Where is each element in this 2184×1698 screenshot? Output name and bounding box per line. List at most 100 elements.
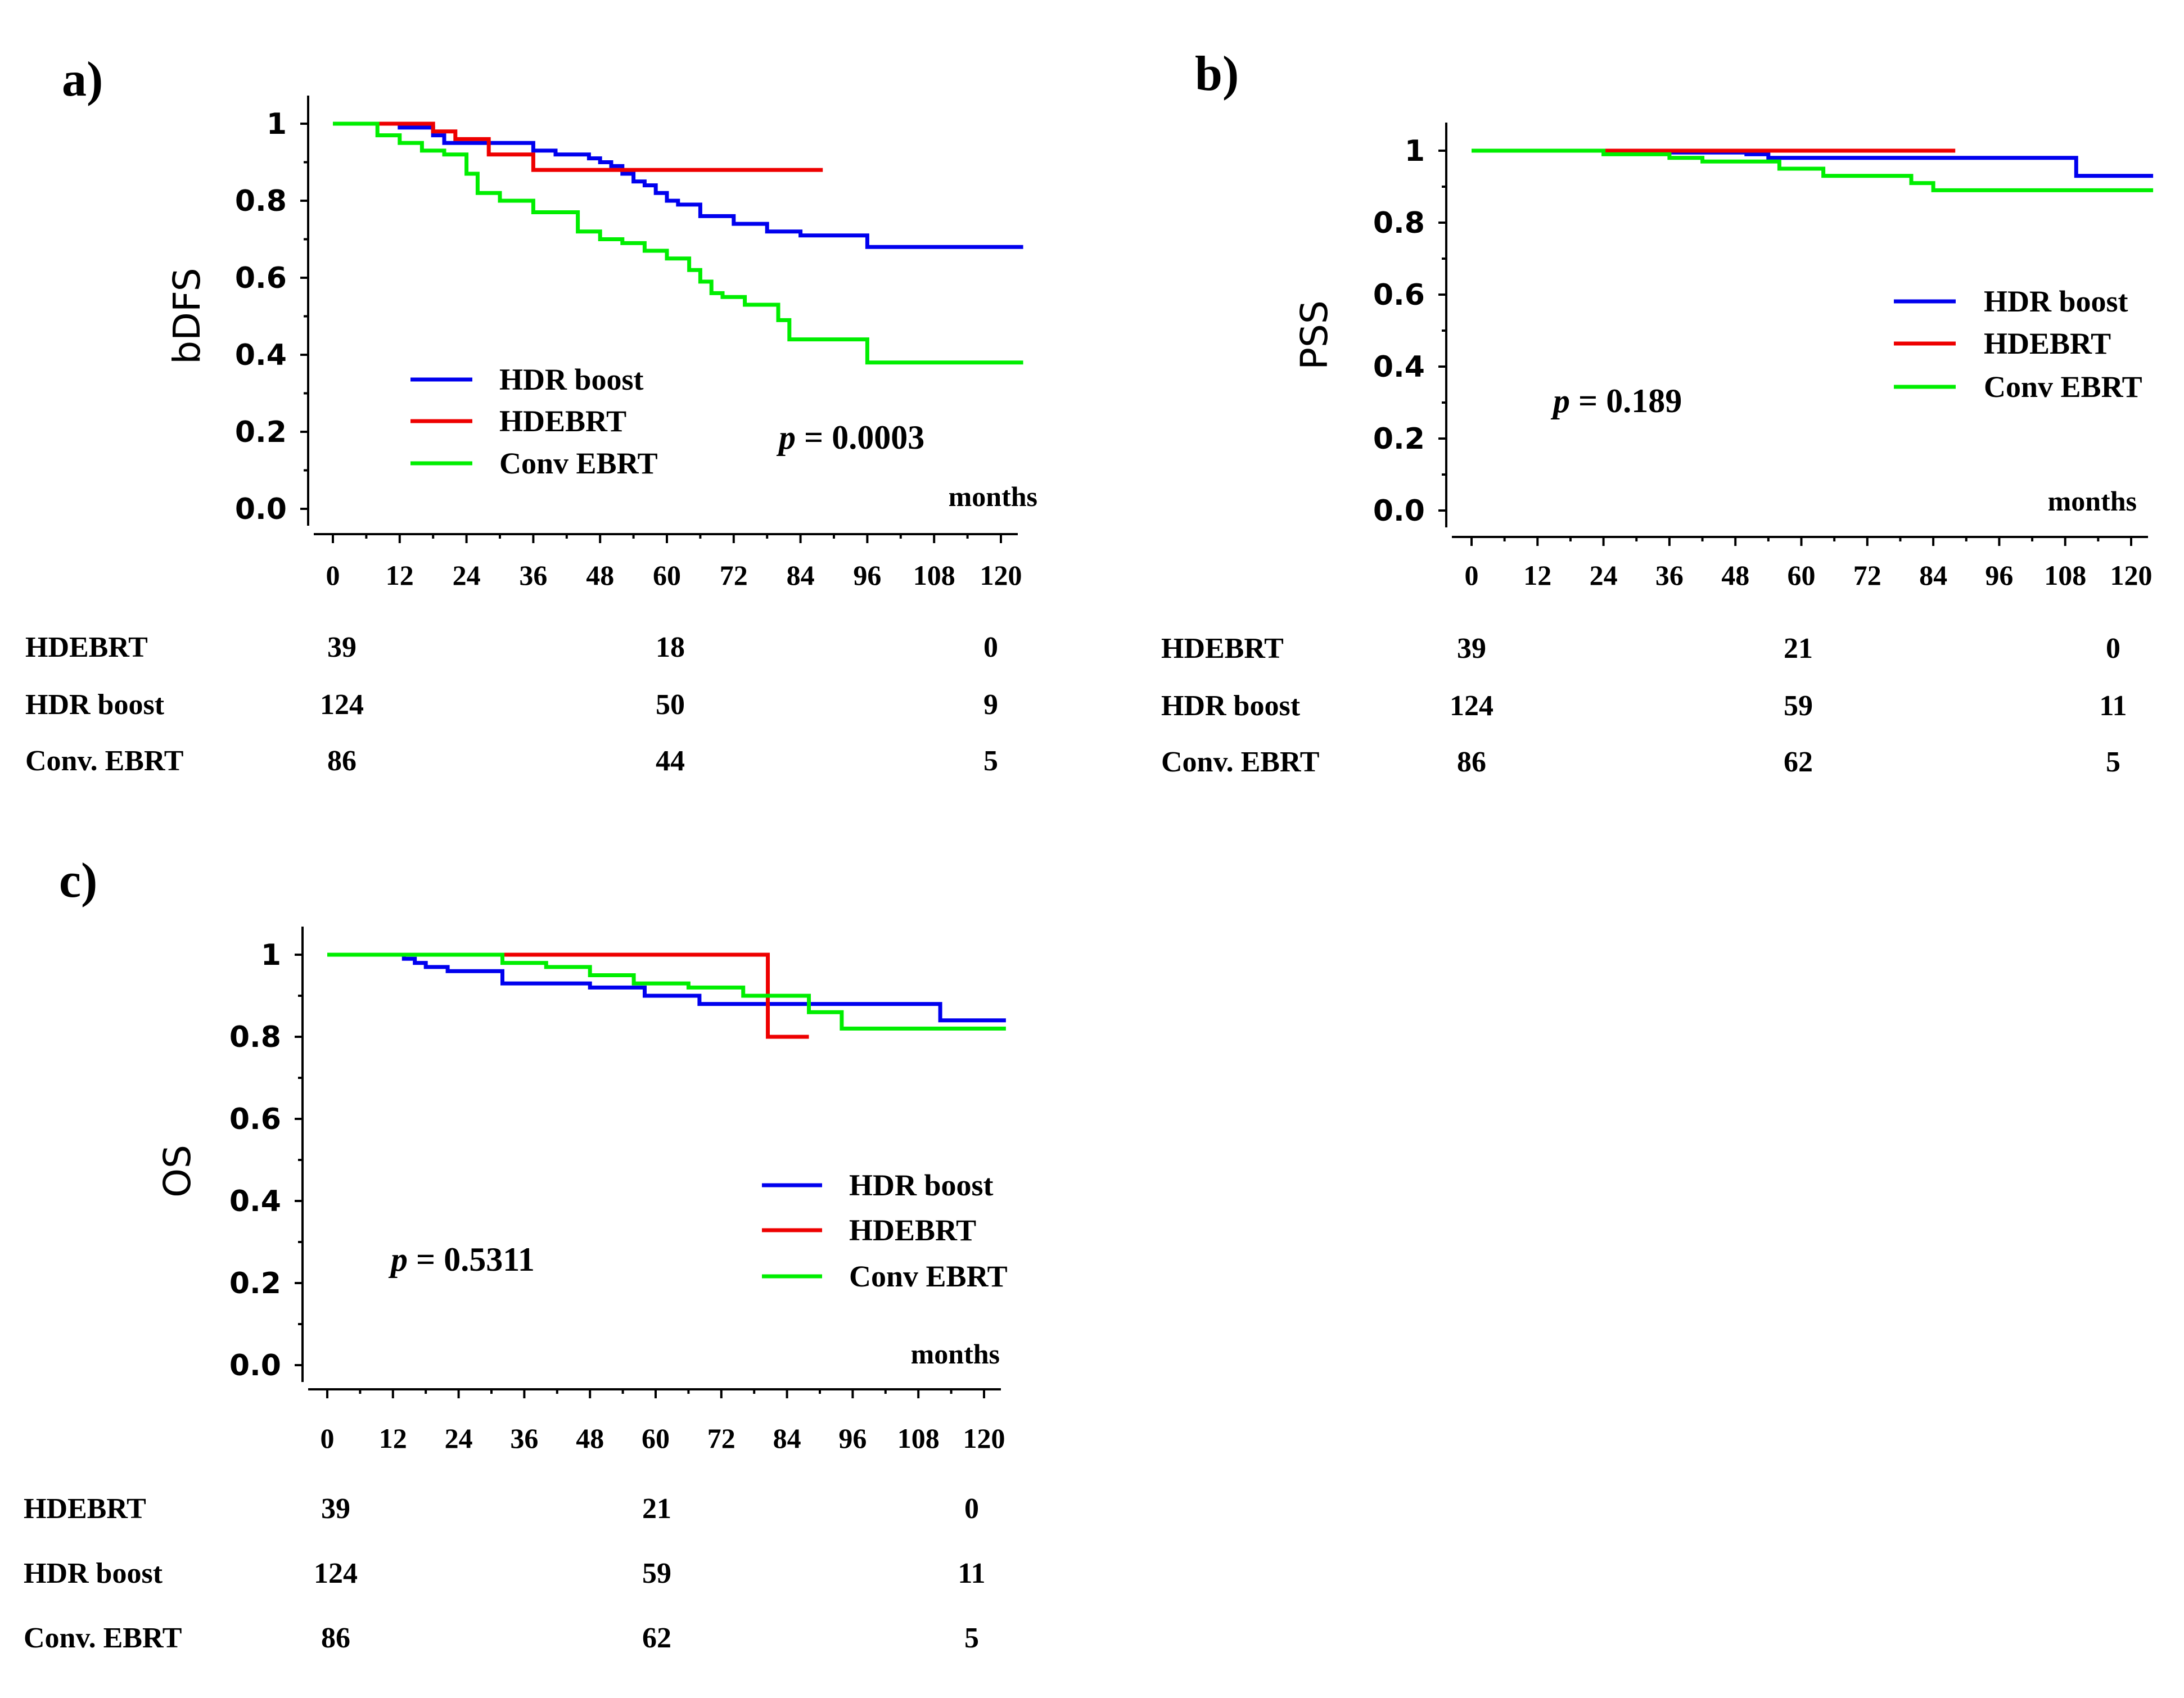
- x-tick-label: 60: [653, 559, 681, 591]
- risk-value: 39: [321, 1493, 350, 1525]
- y-tick-label: 0.8: [1373, 206, 1425, 240]
- risk-value: 9: [983, 689, 998, 721]
- risk-value: 39: [327, 631, 357, 663]
- risk-value: 124: [314, 1557, 358, 1589]
- y-tick-label: 0.2: [229, 1267, 281, 1300]
- x-tick-label: 120: [2110, 559, 2153, 591]
- risk-value: 124: [320, 689, 364, 721]
- series-line-hdr-boost: [327, 952, 1006, 1023]
- y-tick-label: 0.4: [235, 338, 287, 372]
- x-tick-label: 96: [838, 1422, 867, 1454]
- risk-row-label: HDR boost: [24, 1557, 163, 1589]
- risk-value: 62: [642, 1622, 671, 1654]
- panel-label: a): [62, 52, 103, 107]
- x-tick-label: 0: [321, 1422, 335, 1454]
- series-line-hdebrt: [327, 952, 809, 1039]
- panel-b: b) 1 0.8 0.6 0.4 0.2 0.0 PSS 0 12 24 36 48 60 72 84 96 10…: [1161, 47, 2154, 778]
- y-tick-label: 0.2: [235, 416, 287, 449]
- panel-c: c) 1 0.8 0.6 0.4 0.2 0.0 OS 0 12 24 36 48 60 72 84 96 108…: [24, 853, 1008, 1654]
- risk-value: 0: [983, 631, 998, 663]
- risk-value: 86: [1457, 746, 1486, 778]
- risk-value: 124: [1450, 690, 1493, 722]
- x-tick-label: 12: [379, 1422, 407, 1454]
- y-axis-title: OS: [156, 1145, 199, 1198]
- risk-value: 86: [327, 745, 357, 777]
- risk-value: 62: [1784, 746, 1813, 778]
- series-line-hdr-boost: [1472, 148, 2154, 178]
- x-tick-label: 12: [1523, 559, 1551, 591]
- risk-value: 44: [656, 745, 685, 777]
- panel-label: b): [1195, 47, 1239, 101]
- x-tick-label: 96: [853, 559, 881, 591]
- y-tick-label: 0.8: [235, 184, 287, 218]
- series-line-hdr-boost: [333, 121, 1023, 249]
- panel-a: a) 1 0.8 0.6 0.4 0.2 0.0 bDFS 0 12 24 36 48 60 72 84 96 1…: [25, 52, 1037, 777]
- panel-label: c): [59, 853, 97, 908]
- x-tick-label: 12: [386, 559, 414, 591]
- y-tick-label: 0.6: [229, 1103, 281, 1136]
- risk-row-label: Conv. EBRT: [24, 1622, 182, 1654]
- y-tick-label: 0.2: [1373, 422, 1425, 456]
- x-tick-label: 108: [2044, 559, 2086, 591]
- y-tick-label: 0.0: [229, 1349, 281, 1383]
- series-line-conv-ebrt: [1472, 148, 2154, 192]
- y-tick-label: 0.6: [235, 261, 287, 295]
- y-axis-title: PSS: [1293, 300, 1336, 370]
- y-tick-label: 1: [267, 107, 287, 141]
- y-tick-label: 0.4: [1373, 350, 1425, 384]
- risk-value: 18: [656, 631, 685, 663]
- x-tick-label: 24: [445, 1422, 473, 1454]
- x-tick-label: 120: [980, 559, 1022, 591]
- y-axis-title: bDFS: [165, 268, 209, 364]
- legend-label: HDR boost: [499, 363, 644, 396]
- legend-label: Conv EBRT: [849, 1259, 1008, 1293]
- risk-row-label: HDEBRT: [24, 1493, 146, 1525]
- x-tick-label: 48: [586, 559, 614, 591]
- y-tick-label: 0.0: [1373, 494, 1425, 528]
- x-tick-label: 24: [453, 559, 481, 591]
- x-tick-label: 84: [773, 1422, 801, 1454]
- series-line-hdebrt: [333, 121, 823, 172]
- x-axis-title: months: [911, 1338, 1000, 1370]
- p-value-label: p = 0.0003: [776, 419, 924, 456]
- risk-value: 59: [1784, 690, 1813, 722]
- risk-value: 0: [964, 1493, 979, 1525]
- x-axis-title: months: [949, 481, 1037, 512]
- x-tick-label: 24: [1590, 559, 1618, 591]
- risk-row-label: Conv. EBRT: [25, 745, 183, 777]
- series-line-conv-ebrt: [327, 952, 1006, 1031]
- risk-value: 5: [964, 1622, 979, 1654]
- p-value-label: p = 0.5311: [388, 1241, 535, 1278]
- p-value-text: = 0.5311: [408, 1241, 535, 1278]
- y-tick-label: 0.0: [235, 493, 287, 526]
- risk-row-label: HDEBRT: [1161, 633, 1284, 665]
- risk-value: 59: [642, 1557, 671, 1589]
- x-tick-label: 96: [1985, 559, 2013, 591]
- y-tick-label: 1: [261, 938, 281, 972]
- y-tick-label: 1: [1405, 134, 1425, 168]
- p-value-text: = 0.0003: [796, 419, 924, 456]
- p-value-text: = 0.189: [1570, 382, 1682, 419]
- legend-label: Conv EBRT: [1984, 370, 2142, 404]
- risk-value: 11: [958, 1557, 985, 1589]
- x-tick-label: 72: [720, 559, 748, 591]
- risk-row-label: Conv. EBRT: [1161, 746, 1319, 778]
- x-tick-label: 84: [1919, 559, 1947, 591]
- risk-value: 5: [2106, 746, 2120, 778]
- y-tick-label: 0.8: [229, 1020, 281, 1054]
- x-tick-label: 36: [519, 559, 547, 591]
- x-tick-label: 48: [1721, 559, 1749, 591]
- p-value-symbol: p: [1550, 382, 1570, 419]
- risk-value: 86: [321, 1622, 350, 1654]
- risk-value: 21: [1784, 633, 1813, 665]
- legend-label: Conv EBRT: [499, 446, 658, 480]
- x-tick-label: 108: [913, 559, 955, 591]
- x-tick-label: 36: [1655, 559, 1684, 591]
- x-tick-label: 0: [326, 559, 340, 591]
- legend-label: HDEBRT: [849, 1213, 976, 1247]
- risk-row-label: HDR boost: [25, 689, 165, 721]
- x-tick-label: 72: [1853, 559, 1881, 591]
- risk-value: 39: [1457, 633, 1486, 665]
- risk-value: 5: [983, 745, 998, 777]
- legend-label: HDEBRT: [1984, 327, 2111, 360]
